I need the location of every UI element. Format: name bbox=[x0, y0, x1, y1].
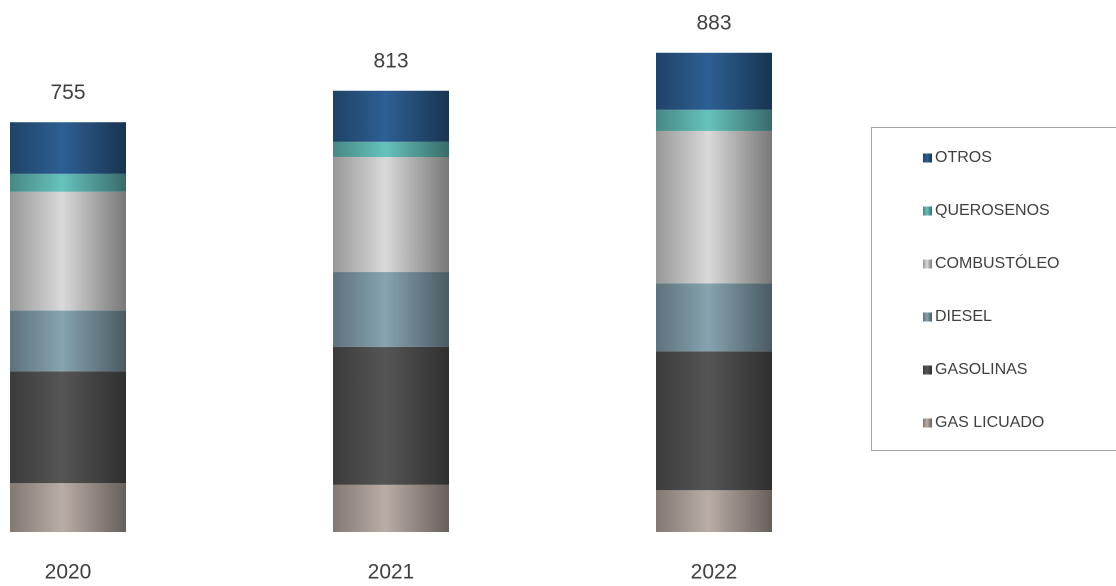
legend-marker-shade bbox=[923, 418, 932, 428]
legend-label: QUEROSENOS bbox=[935, 202, 1050, 219]
legend-label: GASOLINAS bbox=[935, 361, 1027, 378]
bar-shade bbox=[656, 490, 772, 532]
legend-marker-shade bbox=[923, 206, 932, 216]
legend-label: DIESEL bbox=[935, 308, 992, 325]
bar-shade bbox=[333, 156, 449, 273]
bar-shade bbox=[333, 346, 449, 485]
bar-shade bbox=[10, 483, 126, 532]
bar-shade bbox=[10, 191, 126, 311]
x-tick-label: 2022 bbox=[691, 561, 738, 584]
bar-shade bbox=[333, 272, 449, 347]
bar-shade bbox=[656, 283, 772, 352]
bar-shade bbox=[656, 109, 772, 131]
legend-marker-shade bbox=[923, 365, 932, 375]
bar-shade bbox=[10, 371, 126, 484]
x-tick-label: 2020 bbox=[45, 561, 92, 584]
bar-shade bbox=[10, 122, 126, 174]
bar-shade bbox=[10, 173, 126, 192]
legend-label: OTROS bbox=[935, 149, 992, 166]
legend-marker-shade bbox=[923, 259, 932, 269]
bar-shade bbox=[656, 52, 772, 110]
total-label: 883 bbox=[696, 11, 731, 34]
legend-label: GAS LICUADO bbox=[935, 414, 1044, 431]
total-label: 813 bbox=[373, 49, 408, 72]
legend-box bbox=[871, 127, 1116, 451]
legend-marker-shade bbox=[923, 153, 932, 163]
bar-shade bbox=[10, 310, 126, 372]
bar-shade bbox=[656, 351, 772, 491]
legend-label: COMBUSTÓLEO bbox=[935, 253, 1059, 272]
bar-shade bbox=[656, 130, 772, 284]
bar-shade bbox=[333, 484, 449, 532]
bar-shade bbox=[333, 141, 449, 157]
total-label: 755 bbox=[50, 81, 85, 104]
x-tick-label: 2021 bbox=[368, 561, 415, 584]
bar-shade bbox=[333, 90, 449, 142]
legend-marker-shade bbox=[923, 312, 932, 322]
